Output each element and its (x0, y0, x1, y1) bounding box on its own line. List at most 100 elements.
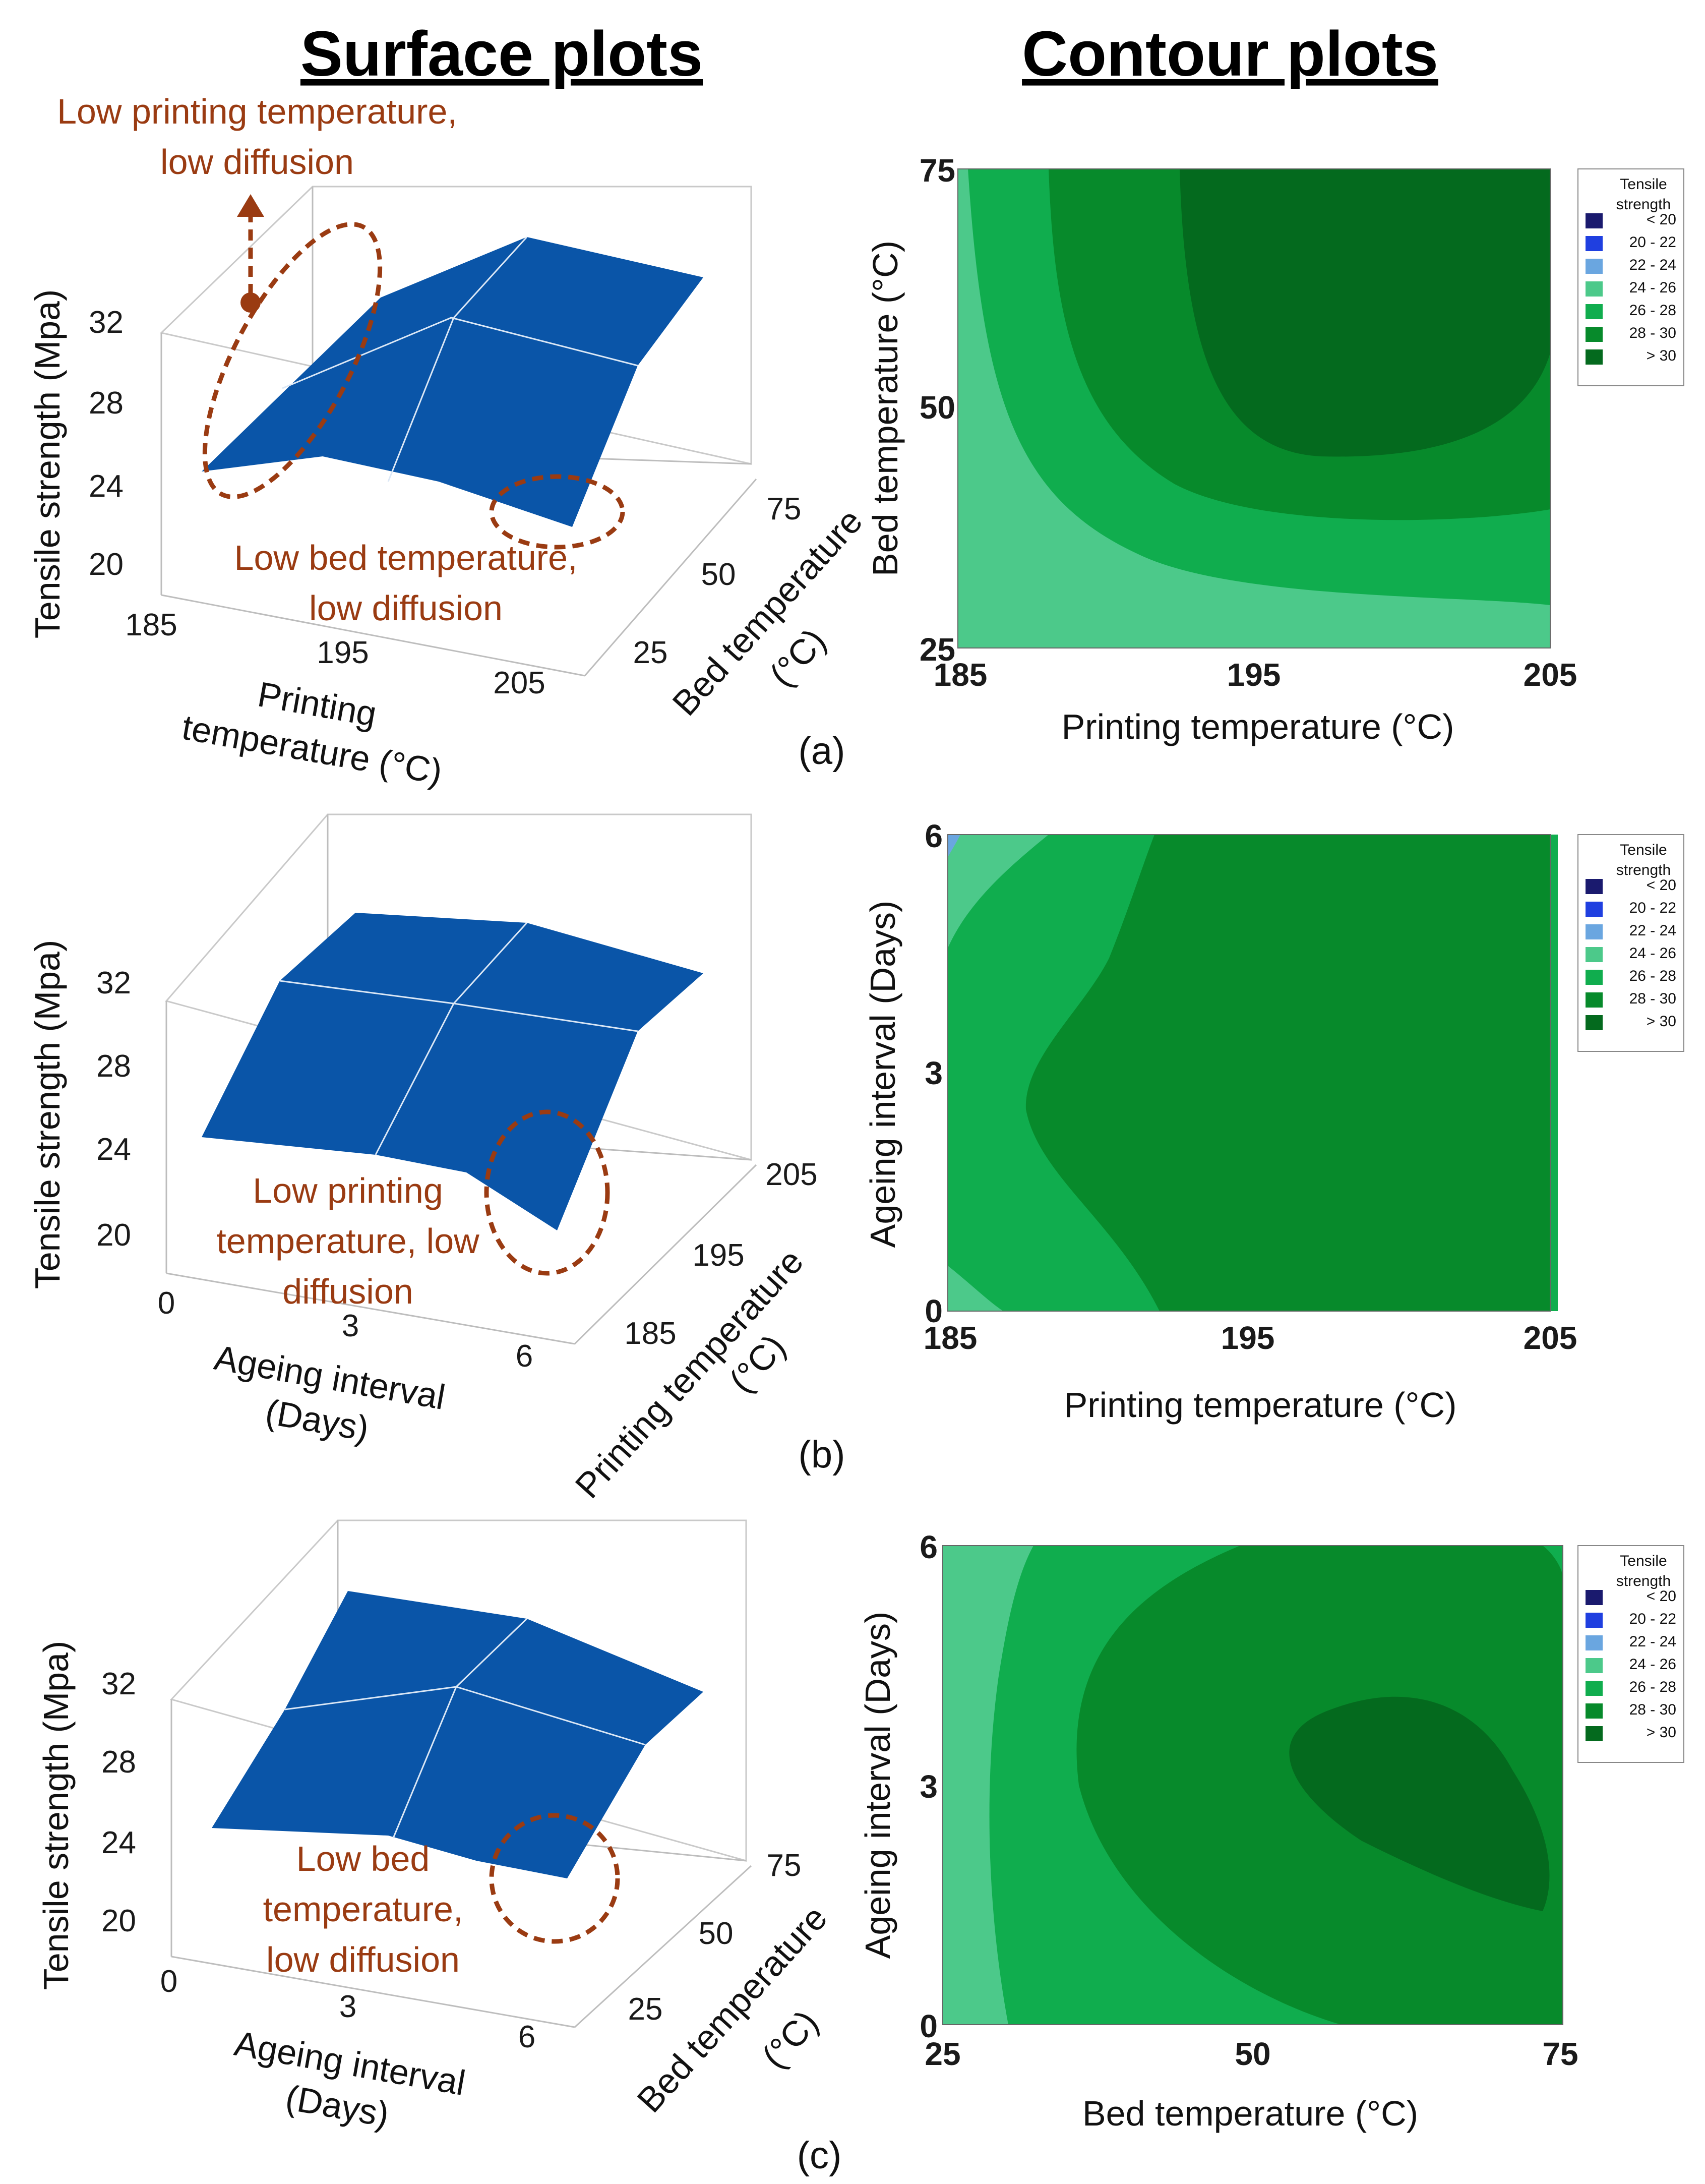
legend-swatch (1586, 879, 1603, 894)
surface-plot-b: 32 28 24 20 Tensile strength (Mpa) 0 3 6… (28, 813, 845, 1506)
surface-a-y-axis (584, 479, 757, 676)
legend-title: strength (1616, 196, 1671, 213)
annotation-a-ellipse-1 (202, 222, 383, 499)
surface-b-ytick: 205 (765, 1157, 817, 1192)
annotation-b-label: Low printing (253, 1171, 443, 1210)
legend-swatch (1586, 1015, 1603, 1030)
contour-b-level-22-24 (948, 835, 960, 857)
legend-swatch (1586, 1726, 1603, 1741)
legend-entry: 20 - 22 (1629, 1611, 1676, 1627)
contour-c-xtick: 50 (1235, 2036, 1270, 2072)
legend-entry: < 20 (1647, 211, 1676, 228)
surface-plot-c: 32 28 24 20 Tensile strength (Mpa) 0 3 6… (36, 1519, 841, 2177)
legend-entry: 26 - 28 (1629, 1679, 1676, 1695)
legend-entry: < 20 (1647, 877, 1676, 894)
legend-c: Tensile strength< 20 20 - 22 22 - 24 24 - 26… (1577, 1545, 1684, 1763)
surface-b-gridline-2 (375, 1003, 455, 1155)
contour-a-ytick: 50 (920, 389, 955, 426)
surface-b-xtick: 6 (516, 1339, 533, 1374)
surface-c-x-axis (171, 1956, 575, 2028)
surface-b-xtick: 0 (158, 1286, 175, 1321)
annotation-b-label: diffusion (282, 1272, 413, 1311)
legend-entry: > 30 (1647, 1013, 1676, 1030)
surface-a-gridline-1 (282, 317, 638, 389)
contour-b-x-label: Printing temperature (°C) (1064, 1385, 1457, 1425)
legend-entry: > 30 (1647, 347, 1676, 364)
legend-swatch (1586, 259, 1603, 274)
annotation-b-ellipse (484, 1109, 610, 1276)
surface-a-xtick: 195 (317, 635, 369, 670)
contour-b-level-28-30 (1025, 835, 1550, 1311)
surface-c-ztick: 20 (101, 1904, 136, 1938)
contour-b-level-24-26 (948, 1266, 1003, 1311)
contour-b-xtick: 185 (924, 1320, 978, 1356)
surface-a-xtick: 205 (493, 666, 545, 700)
surface-c-ztick: 32 (101, 1667, 136, 1701)
surface-c-y-label: (°C) (754, 2002, 826, 2076)
contour-b-xtick: 195 (1221, 1320, 1275, 1356)
contour-b-frame (947, 834, 1551, 1312)
legend-swatch (1586, 1590, 1603, 1605)
contour-b-level-24-26 (948, 835, 1049, 948)
surface-a-ztick: 28 (89, 386, 124, 421)
legend-swatch (1586, 902, 1603, 917)
legend-title: strength (1616, 862, 1671, 878)
legend-entry: 22 - 24 (1629, 922, 1676, 939)
contour-c-y-label: Ageing interval (Days) (858, 1612, 897, 1959)
surface-a-gridline-3 (453, 236, 528, 319)
contour-a-xtick: 205 (1524, 657, 1577, 693)
legend-swatch (1586, 1635, 1603, 1650)
annotation-c-label: low diffusion (266, 1940, 460, 1979)
contour-a-ytick: 25 (920, 631, 955, 668)
legend-swatch (1586, 349, 1603, 365)
contour-plot-c: 6 3 0 25 50 75 Bed temperature (°C) Agei… (858, 1529, 1578, 2133)
surface-c-xtick: 0 (160, 1964, 177, 1999)
panel-label-b: (b) (799, 1433, 845, 1476)
contour-a-x-label: Printing temperature (°C) (1062, 707, 1454, 746)
surface-c-gridline-3 (455, 1618, 528, 1688)
legend-swatch (1586, 1681, 1603, 1696)
contour-b-ytick: 0 (925, 1293, 943, 1329)
legend-entry: 22 - 24 (1629, 1633, 1676, 1650)
surface-c-ytick: 25 (628, 1992, 663, 2027)
surface-c-ytick: 75 (767, 1848, 802, 1883)
heading-surface-plots: Surface plots (300, 18, 703, 89)
surface-b-xtick: 3 (342, 1309, 359, 1343)
contour-a-y-label: Bed temperature (°C) (866, 241, 905, 576)
surface-b-ztick: 32 (96, 966, 131, 1000)
legend-title: Tensile (1620, 1553, 1667, 1569)
contour-c-frame (942, 1545, 1563, 2025)
annotation-c-label: Low bed (296, 1839, 430, 1878)
surface-c-z-label: Tensile strength (Mpa) (36, 1641, 76, 1990)
legend-entry: 20 - 22 (1629, 234, 1676, 251)
surface-b-mesh (202, 913, 703, 1230)
surface-a-ztick: 24 (89, 469, 124, 504)
contour-c-xtick: 25 (925, 2036, 960, 2072)
surface-a-z-label: Tensile strength (Mpa) (28, 289, 67, 639)
legend-swatch (1586, 281, 1603, 297)
surface-a-y-label: Bed temperature (665, 501, 870, 723)
annotation-a-label-1: Low printing temperature, (57, 92, 457, 131)
contour-a-frame (957, 168, 1551, 648)
annotation-c-ellipse (489, 1813, 620, 1944)
contour-a-xtick: 185 (934, 657, 988, 693)
surface-b-y-axis (574, 1164, 757, 1345)
surface-a-ztick: 20 (89, 547, 124, 582)
panel-label-a: (a) (799, 730, 845, 773)
surface-a-ytick: 50 (701, 557, 736, 592)
surface-plot-a: 32 28 24 20 Tensile strength (Mpa) 185 1… (28, 92, 870, 792)
surface-c-ztick: 28 (101, 1745, 136, 1780)
surface-c-y-axis (574, 1865, 752, 2028)
contour-plot-a: 75 50 25 185 195 205 Printing temperatur… (866, 152, 1577, 746)
surface-b-gridline-3 (453, 922, 528, 1005)
legend-entry: 28 - 30 (1629, 990, 1676, 1007)
legend-entry: > 30 (1647, 1724, 1676, 1741)
annotation-a-marker (240, 292, 261, 313)
surface-a-ytick: 25 (633, 635, 668, 670)
surface-a-x-axis (161, 594, 585, 677)
legend-swatch (1586, 1703, 1603, 1719)
surface-b-ztick: 28 (96, 1049, 131, 1084)
annotation-a-arrow-head (237, 194, 264, 217)
